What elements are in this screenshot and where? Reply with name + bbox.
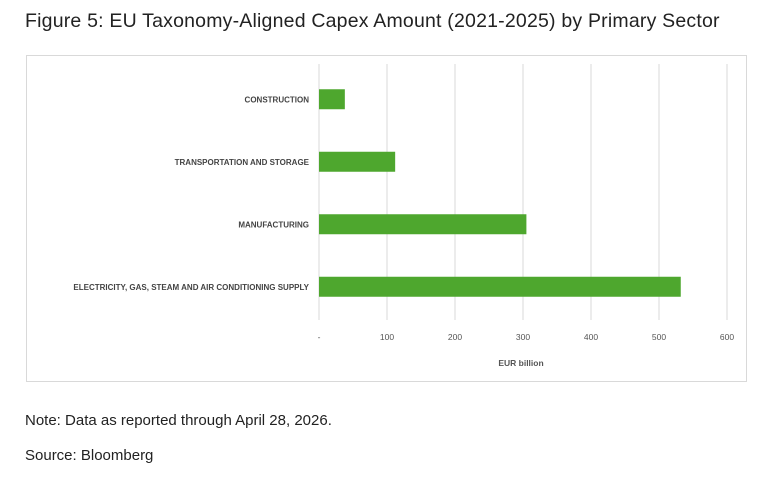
bar (319, 89, 345, 110)
category-label: MANUFACTURING (238, 220, 309, 229)
note-text: Note: Data as reported through April 28,… (25, 412, 332, 429)
x-tick-label: 500 (652, 332, 666, 342)
x-tick-label: 200 (448, 332, 462, 342)
x-tick-label: - (318, 332, 321, 342)
category-label: CONSTRUCTION (245, 95, 310, 104)
figure-title: Figure 5: EU Taxonomy-Aligned Capex Amou… (25, 10, 720, 32)
x-tick-label: 100 (380, 332, 394, 342)
x-tick-label: 600 (720, 332, 734, 342)
bar (319, 276, 681, 297)
x-axis-title: EUR billion (498, 358, 543, 368)
chart-area: - 100 200 300 400 500 600 CONSTRUCTION TRANSPORT… (26, 55, 747, 382)
source-text: Source: Bloomberg (25, 447, 154, 464)
category-label: ELECTRICITY, GAS, STEAM AND AIR CONDITIO… (73, 283, 309, 292)
x-tick-label: 400 (584, 332, 598, 342)
bar-chart: - 100 200 300 400 500 600 CONSTRUCTION TRANSPORT… (73, 64, 734, 368)
bar (319, 151, 396, 172)
category-label: TRANSPORTATION AND STORAGE (175, 158, 310, 167)
bar (319, 214, 527, 235)
x-tick-label: 300 (516, 332, 530, 342)
